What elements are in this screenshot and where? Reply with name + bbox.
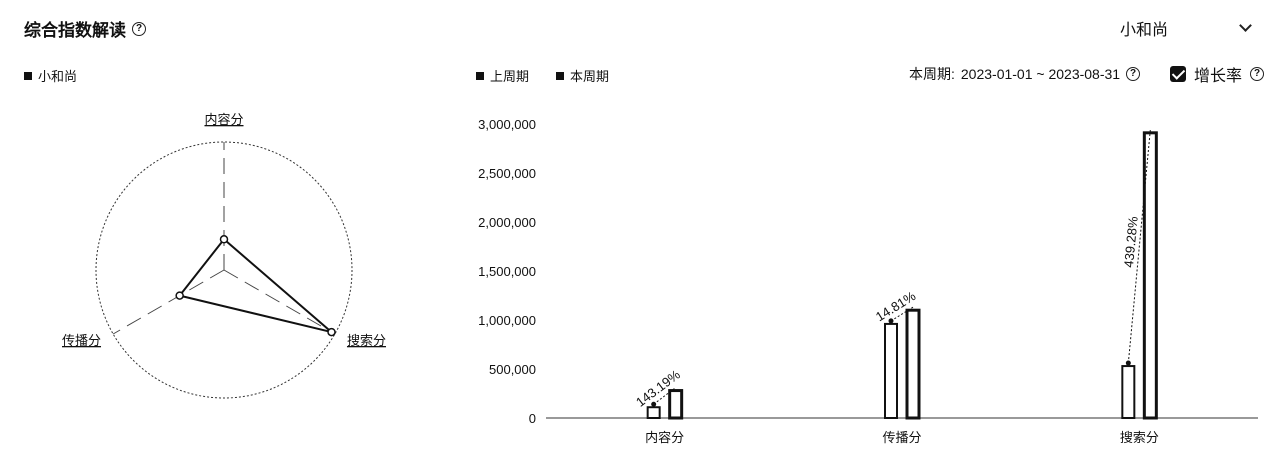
period-label: 本周期: [909, 66, 955, 82]
x-tick-label: 传播分 [882, 430, 921, 445]
bar-current [905, 308, 921, 420]
growth-rate-toggle[interactable]: 增长率 ? [1170, 62, 1265, 86]
growth-rate-label: 439.28% [1121, 215, 1141, 268]
legend-square-icon [24, 71, 32, 80]
growth-help-icon[interactable]: ? [1250, 67, 1265, 81]
radar-legend-label: 小和尚 [38, 69, 78, 84]
radar-axis-label: 传播分 [62, 333, 101, 348]
y-tick-label: 2,500,000 [478, 166, 536, 181]
period-info: 本周期: 2023-01-01 ~ 2023-08-31 ? [909, 64, 1141, 84]
radar-legend[interactable]: 小和尚 [24, 66, 77, 85]
y-tick-label: 0 [529, 411, 536, 426]
radar-point [327, 327, 336, 337]
radar-grid-circle [95, 141, 353, 399]
growth-rate-checkbox[interactable] [1170, 66, 1186, 82]
period-help-icon[interactable]: ? [1126, 67, 1141, 81]
x-tick-label: 内容分 [645, 430, 684, 445]
growth-point [651, 401, 657, 407]
bar-current [668, 389, 684, 420]
legend-square-icon [476, 71, 484, 80]
radar-axis-line [223, 269, 336, 335]
growth-line [1127, 129, 1151, 364]
legend-current-label: 本周期 [570, 69, 610, 84]
period-range: 2023-01-01 ~ 2023-08-31 [960, 66, 1121, 82]
title-text: 综合指数解读 [24, 21, 126, 40]
growth-point [1125, 360, 1131, 366]
growth-rate-label: 增长率 [1194, 68, 1243, 85]
bar-previous [1121, 365, 1136, 419]
radar-axis-line [112, 269, 225, 335]
bar-current [1142, 131, 1158, 420]
bar-previous [884, 322, 898, 419]
y-tick-label: 3,000,000 [478, 117, 536, 132]
entity-selector[interactable]: 小和尚 [1120, 16, 1260, 40]
radar-point [219, 235, 229, 244]
y-tick-label: 2,000,000 [478, 215, 536, 230]
radar-point [175, 291, 184, 300]
chevron-down-icon [1239, 19, 1252, 32]
help-icon[interactable]: ? [132, 21, 146, 36]
legend-square-icon [556, 71, 564, 80]
legend-current[interactable]: 本周期 [556, 66, 609, 85]
radar-series-polygon [177, 237, 333, 334]
page-title: 综合指数解读 ? [24, 16, 146, 41]
growth-line [653, 387, 676, 405]
growth-point [888, 318, 894, 324]
legend-previous[interactable]: 上周期 [476, 66, 529, 85]
bar-chart: 0 500,000 1,000,000 1,500,000 2,000,000 2,500… [478, 117, 1258, 445]
y-tick-label: 1,000,000 [478, 313, 536, 328]
legend-previous-label: 上周期 [490, 69, 530, 84]
x-tick-label: 搜索分 [1120, 430, 1159, 445]
radar-axis-label: 搜索分 [347, 333, 386, 348]
radar-axis-label: 内容分 [204, 112, 243, 127]
bar-previous [646, 406, 661, 420]
entity-selector-value: 小和尚 [1120, 22, 1169, 39]
y-tick-label: 1,500,000 [478, 264, 536, 279]
growth-line [890, 306, 914, 322]
y-tick-label: 500,000 [489, 362, 536, 377]
